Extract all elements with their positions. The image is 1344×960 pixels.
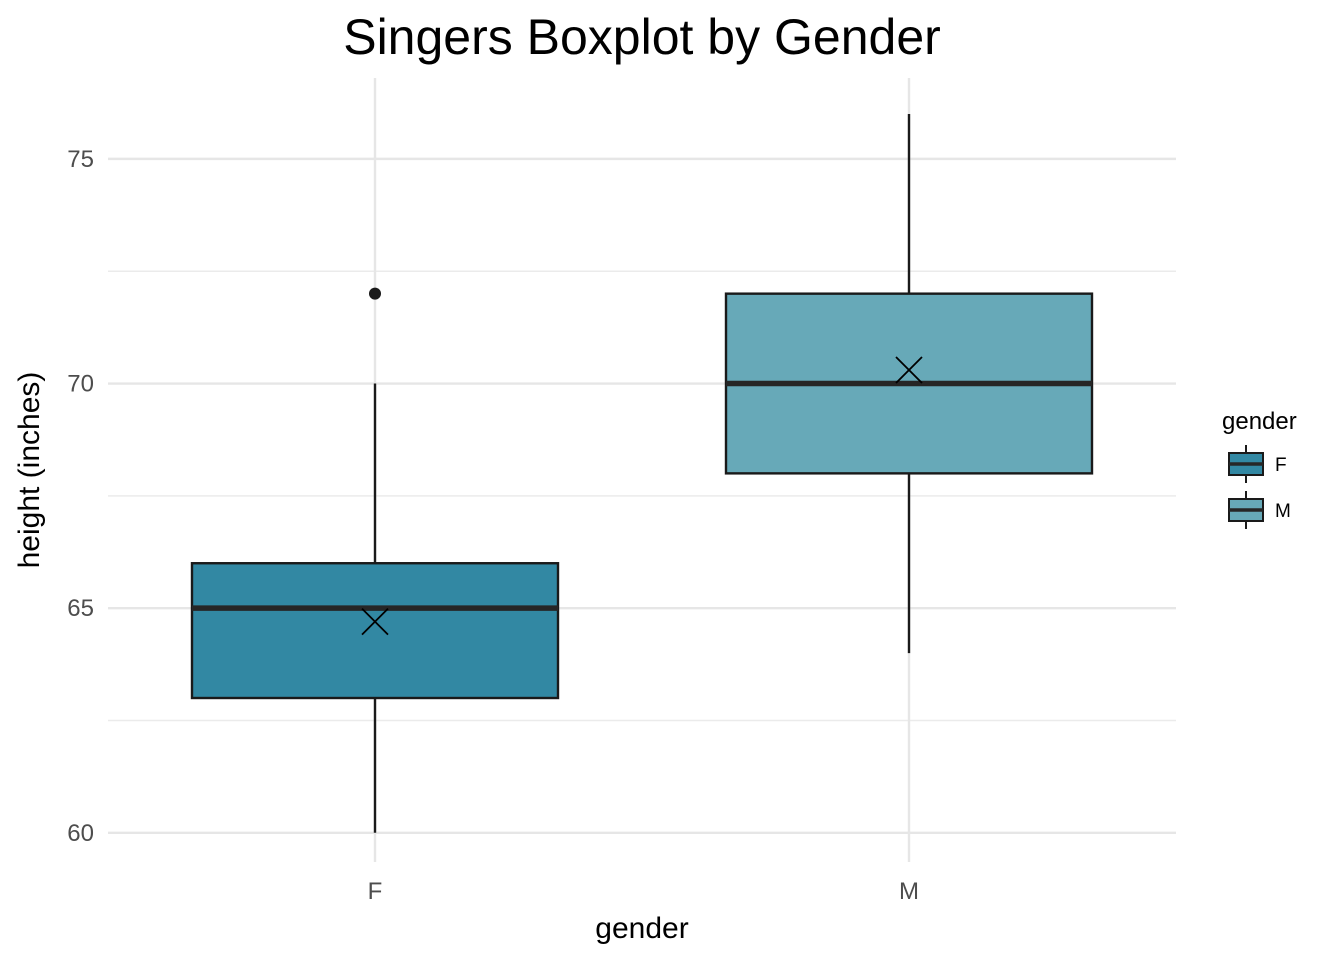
legend-title: gender bbox=[1222, 408, 1297, 435]
legend-item-f: F bbox=[1228, 445, 1287, 483]
y-tick-label: 65 bbox=[67, 595, 94, 622]
mean-stroke bbox=[895, 356, 923, 384]
legend: gender F M bbox=[1222, 408, 1297, 529]
x-tick-label: F bbox=[368, 878, 383, 905]
chart-title: Singers Boxplot by Gender bbox=[343, 9, 941, 65]
y-axis-title: height (inches) bbox=[13, 372, 46, 569]
x-tick-label: M bbox=[899, 878, 919, 905]
y-axis-ticks: 60 65 70 75 bbox=[67, 146, 94, 847]
outlier-point bbox=[369, 287, 381, 300]
y-tick-label: 60 bbox=[67, 820, 94, 847]
box-series bbox=[190, 113, 1094, 833]
box-m bbox=[724, 113, 1094, 654]
legend-label: F bbox=[1275, 455, 1287, 476]
y-tick-label: 70 bbox=[67, 371, 94, 398]
mean-marker bbox=[895, 356, 923, 384]
box-body bbox=[190, 562, 560, 700]
y-tick-label: 75 bbox=[67, 146, 94, 173]
x-axis-title: gender bbox=[595, 912, 688, 945]
box-f bbox=[190, 287, 560, 833]
mean-marker bbox=[361, 607, 389, 636]
legend-label: M bbox=[1275, 501, 1291, 522]
mean-stroke bbox=[361, 607, 389, 636]
legend-item-m: M bbox=[1228, 491, 1291, 529]
